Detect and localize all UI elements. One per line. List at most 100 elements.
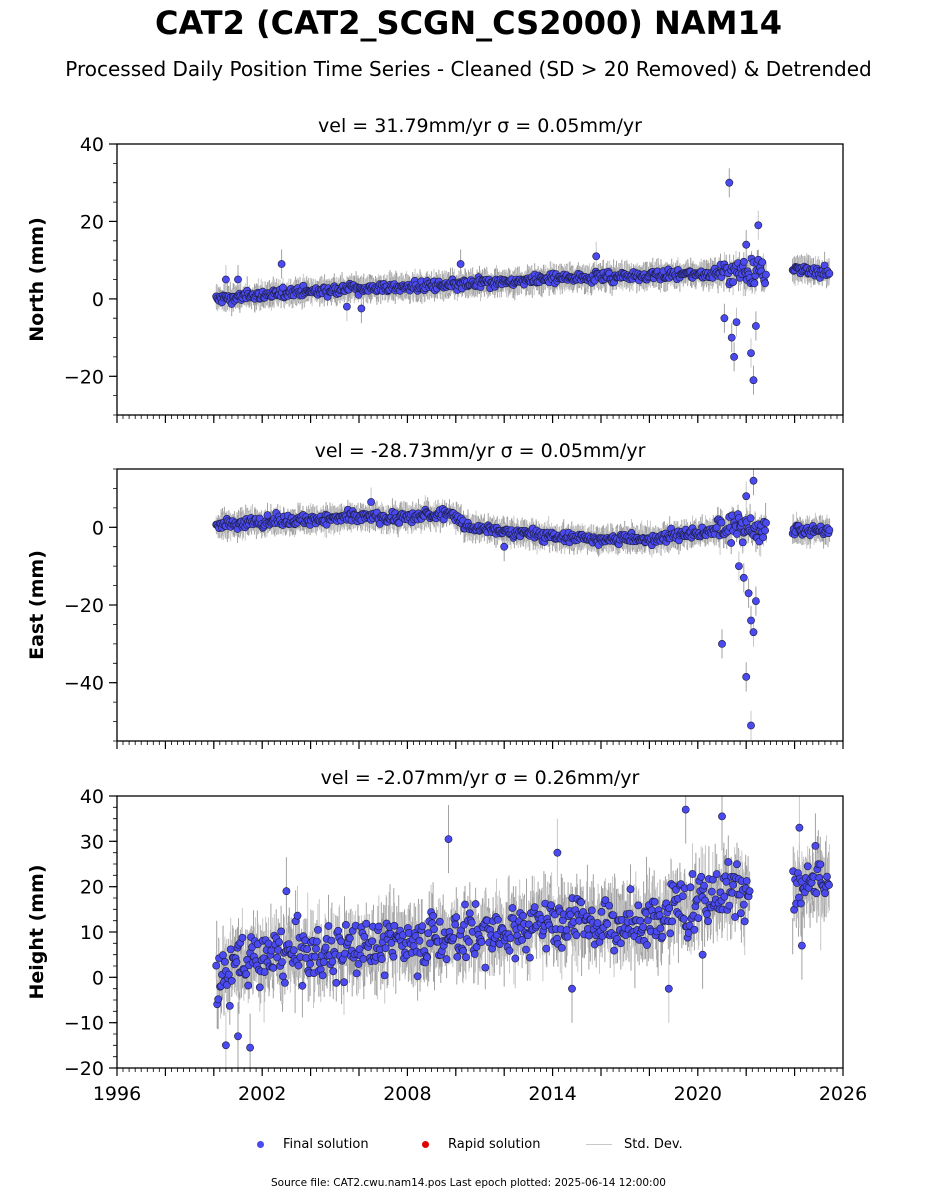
data-point: [750, 279, 759, 288]
data-point: [745, 887, 754, 895]
data-point: [220, 958, 229, 966]
data-point: [585, 931, 593, 940]
data-point: [798, 941, 806, 950]
data-point: [742, 877, 751, 885]
data-point: [225, 1002, 234, 1010]
data-point: [429, 912, 437, 920]
data-point: [547, 901, 555, 910]
data-point: [821, 889, 829, 898]
data-point: [508, 904, 517, 912]
data-point: [367, 498, 375, 506]
data-point: [746, 514, 755, 523]
data-point: [357, 304, 366, 313]
data-point: [740, 917, 749, 926]
data-point: [803, 862, 812, 871]
data-point: [424, 929, 433, 938]
data-point: [730, 352, 738, 361]
data-point: [354, 960, 363, 968]
legend-final-label: Final solution: [283, 1137, 369, 1152]
data-point: [605, 901, 614, 910]
data-point: [735, 562, 743, 570]
data-point: [609, 911, 617, 919]
data-point: [462, 953, 470, 962]
data-point: [470, 950, 479, 958]
data-point: [263, 511, 272, 520]
data-point: [762, 519, 770, 527]
data-point: [747, 616, 755, 625]
data-point: [577, 898, 586, 907]
data-point: [234, 275, 242, 284]
data-point: [593, 919, 602, 927]
std-dev-bars: [215, 469, 830, 740]
data-point: [278, 958, 286, 966]
data-point: [449, 934, 458, 942]
data-point: [227, 976, 236, 985]
data-point: [742, 240, 751, 249]
data-point: [459, 946, 467, 955]
y-tick-label: 10: [80, 922, 104, 944]
data-point: [334, 926, 343, 935]
data-point: [739, 573, 748, 582]
data-point: [610, 946, 618, 955]
data-point: [387, 939, 396, 947]
data-point: [729, 881, 737, 889]
data-point: [511, 954, 520, 963]
data-point: [312, 937, 321, 946]
data-point: [340, 978, 348, 987]
data-point: [811, 842, 820, 850]
x-minor-ticks: [116, 741, 844, 745]
data-point: [518, 936, 526, 944]
data-point: [279, 972, 287, 981]
data-point: [244, 981, 253, 990]
legend-final: Final solution: [257, 1137, 369, 1152]
data-point: [465, 909, 474, 918]
x-tick-label: 2020: [674, 1083, 722, 1105]
data-point: [269, 964, 278, 972]
data-point: [712, 870, 721, 878]
data-point: [655, 911, 664, 920]
data-point: [634, 901, 643, 910]
data-point: [238, 933, 247, 942]
data-point: [708, 875, 717, 884]
data-point: [377, 955, 386, 963]
x-major-ticks: [116, 741, 844, 749]
data-point: [522, 945, 530, 954]
panel-title: vel = -2.07mm/yr σ = 0.26mm/yr: [321, 767, 640, 789]
data-point: [725, 901, 734, 910]
data-point: [456, 260, 465, 268]
data-point: [731, 913, 739, 921]
final-solution-points: [212, 178, 834, 385]
data-point: [282, 887, 291, 896]
data-point: [451, 920, 460, 929]
std-dev-dense: [216, 469, 830, 692]
data-point: [712, 523, 721, 532]
data-point: [294, 961, 303, 970]
data-point: [690, 925, 699, 934]
data-point: [636, 916, 645, 925]
data-point: [214, 995, 223, 1004]
data-point: [275, 938, 283, 946]
data-point: [435, 917, 444, 926]
data-point: [506, 934, 515, 943]
legend-std: Std. Dev.: [586, 1137, 683, 1152]
data-point: [625, 909, 634, 918]
data-point: [668, 917, 676, 926]
data-point: [226, 945, 235, 954]
data-point: [686, 883, 695, 892]
data-point: [444, 835, 453, 843]
data-point: [664, 984, 673, 993]
data-point: [327, 936, 336, 945]
data-point: [566, 910, 575, 919]
data-point: [729, 278, 737, 286]
data-point: [700, 881, 708, 890]
data-point: [812, 889, 821, 898]
legend-final-marker: [257, 1141, 264, 1148]
data-point: [477, 938, 486, 946]
final-solution-points: [212, 805, 833, 1052]
data-point: [452, 913, 461, 922]
data-point: [471, 900, 480, 908]
y-tick-label: 40: [80, 134, 104, 156]
data-point: [360, 932, 369, 941]
chart-title: CAT2 (CAT2_SCGN_CS2000) NAM14: [155, 4, 782, 42]
